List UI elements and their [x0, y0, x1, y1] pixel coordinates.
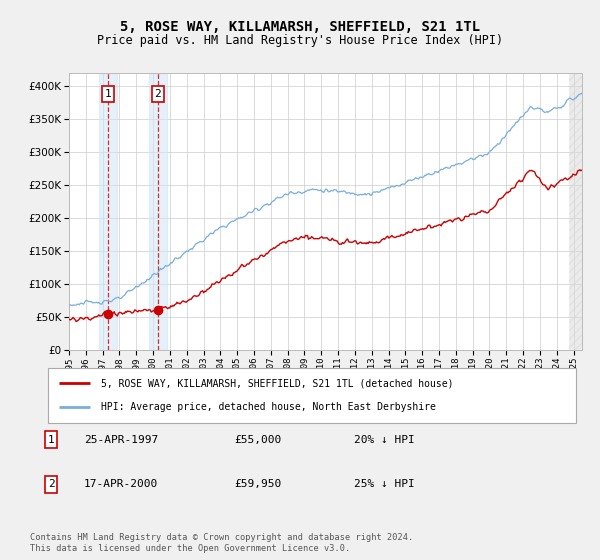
- Text: 2: 2: [155, 89, 161, 99]
- Text: 17-APR-2000: 17-APR-2000: [84, 479, 158, 489]
- Text: 25% ↓ HPI: 25% ↓ HPI: [354, 479, 415, 489]
- Text: 20% ↓ HPI: 20% ↓ HPI: [354, 435, 415, 445]
- Text: Price paid vs. HM Land Registry's House Price Index (HPI): Price paid vs. HM Land Registry's House …: [97, 34, 503, 46]
- Text: 1: 1: [104, 89, 111, 99]
- Text: Contains HM Land Registry data © Crown copyright and database right 2024.
This d: Contains HM Land Registry data © Crown c…: [30, 533, 413, 553]
- Text: HPI: Average price, detached house, North East Derbyshire: HPI: Average price, detached house, Nort…: [101, 403, 436, 412]
- FancyBboxPatch shape: [48, 368, 576, 423]
- Bar: [98, 73, 117, 350]
- Text: 5, ROSE WAY, KILLAMARSH, SHEFFIELD, S21 1TL: 5, ROSE WAY, KILLAMARSH, SHEFFIELD, S21 …: [120, 20, 480, 34]
- Text: 1: 1: [47, 435, 55, 445]
- Text: 5, ROSE WAY, KILLAMARSH, SHEFFIELD, S21 1TL (detached house): 5, ROSE WAY, KILLAMARSH, SHEFFIELD, S21 …: [101, 379, 454, 388]
- Text: £55,000: £55,000: [234, 435, 281, 445]
- Text: 25-APR-1997: 25-APR-1997: [84, 435, 158, 445]
- Text: £59,950: £59,950: [234, 479, 281, 489]
- Bar: [149, 73, 167, 350]
- Text: 2: 2: [47, 479, 55, 489]
- Bar: [569, 73, 582, 350]
